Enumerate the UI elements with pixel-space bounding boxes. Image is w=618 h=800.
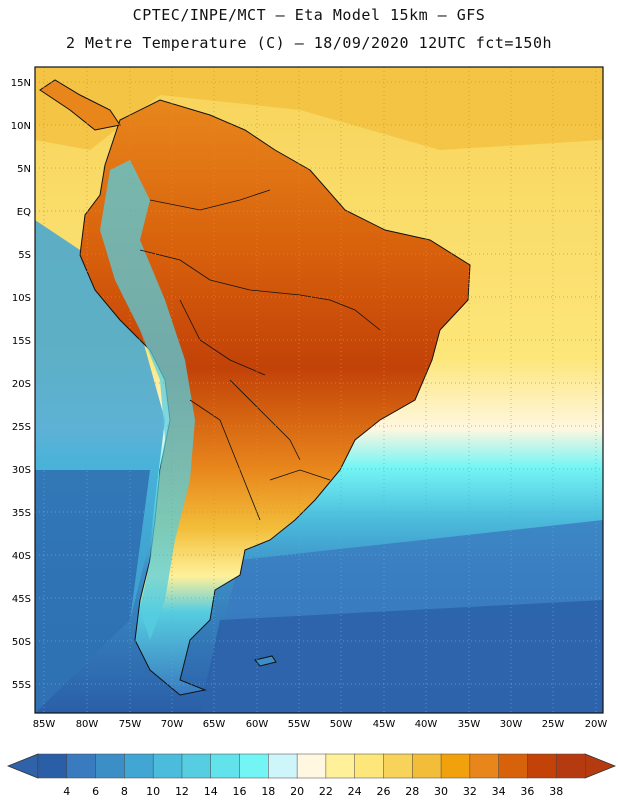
lat-label: 45S xyxy=(12,594,31,605)
lat-label: 40S xyxy=(12,551,31,562)
colorbar-label: 14 xyxy=(204,785,218,798)
lon-label: 25W xyxy=(542,719,565,730)
colorbar-label: 18 xyxy=(261,785,275,798)
latitude-axis: 15N 10N 5N EQ 5S 10S 15S 20S 25S 30S 35S… xyxy=(11,78,31,691)
map-border xyxy=(34,66,604,714)
graticule xyxy=(35,67,603,713)
colorbar-swatch xyxy=(498,753,528,779)
colorbar-swatch xyxy=(440,753,471,779)
lon-label: 20W xyxy=(585,719,608,730)
colorbar-label: 34 xyxy=(492,785,506,798)
colorbar-label: 12 xyxy=(175,785,189,798)
lat-label: 30S xyxy=(12,465,31,476)
colorbar-swatch xyxy=(37,753,68,779)
longitude-axis: 85W 80W 75W 70W 65W 60W 55W 50W 45W 40W … xyxy=(33,719,608,730)
lat-label: 25S xyxy=(12,422,31,433)
colorbar-swatch xyxy=(412,753,442,779)
colorbar-swatch xyxy=(469,753,500,779)
lon-label: 45W xyxy=(373,719,396,730)
lat-label: 35S xyxy=(12,508,31,519)
country-borders xyxy=(139,189,381,521)
colorbar-swatch xyxy=(210,753,241,779)
colorbar-arrow-right xyxy=(584,753,617,779)
lon-label: 75W xyxy=(119,719,142,730)
colorbar-swatch xyxy=(268,753,298,779)
colorbar-label: 36 xyxy=(520,785,534,798)
lat-label: EQ xyxy=(17,207,31,218)
colorbar-label: 22 xyxy=(319,785,333,798)
colorbar-label: 30 xyxy=(434,785,448,798)
colorbar-label: 38 xyxy=(549,785,563,798)
map-title-line1: CPTEC/INPE/MCT — Eta Model 15km — GFS xyxy=(132,6,486,24)
lat-label: 15N xyxy=(11,78,31,89)
lon-label: 55W xyxy=(288,719,311,730)
colorbar-swatch xyxy=(296,753,327,779)
lon-label: 50W xyxy=(330,719,353,730)
colorbar-label: 6 xyxy=(92,785,99,798)
lat-label: 15S xyxy=(12,336,31,347)
colorbar-label: 8 xyxy=(121,785,128,798)
colorbar-label: 28 xyxy=(405,785,419,798)
lon-label: 80W xyxy=(76,719,99,730)
colorbar-swatch xyxy=(66,753,97,779)
colorbar-swatch xyxy=(383,753,413,779)
colorbar-label: 4 xyxy=(63,785,70,798)
lat-label: 50S xyxy=(12,637,31,648)
colorbar-label: 16 xyxy=(233,785,247,798)
colorbar-label: 26 xyxy=(376,785,390,798)
lat-label: 20S xyxy=(12,379,31,390)
lon-label: 40W xyxy=(415,719,438,730)
lon-label: 60W xyxy=(246,719,269,730)
colorbar-swatch xyxy=(152,753,183,779)
temperature-map: 15N 10N 5N EQ 5S 10S 15S 20S 25S 30S 35S… xyxy=(11,66,608,730)
lon-label: 65W xyxy=(203,719,226,730)
lat-label: 10N xyxy=(11,121,31,132)
colorbar-swatch xyxy=(527,753,557,779)
colorbar-swatch xyxy=(325,753,356,779)
colorbar-swatch xyxy=(181,753,212,779)
colorbar-swatch xyxy=(124,753,154,779)
colorbar-label: 20 xyxy=(290,785,304,798)
andes-cold-strip xyxy=(100,160,195,640)
colorbar-swatch xyxy=(95,753,125,779)
falkland-islands xyxy=(254,655,277,667)
lat-label: 55S xyxy=(12,680,31,691)
caribbean-warm-field xyxy=(35,67,603,150)
colorbar-swatch xyxy=(239,753,269,779)
map-title-line2: 2 Metre Temperature (C) — 18/09/2020 12U… xyxy=(65,34,553,52)
south-atlantic-colder-field xyxy=(200,600,603,713)
lat-label: 10S xyxy=(12,293,31,304)
lon-label: 30W xyxy=(500,719,523,730)
lon-label: 70W xyxy=(161,719,184,730)
colorbar-label: 32 xyxy=(463,785,477,798)
colorbar-swatches xyxy=(37,753,586,779)
temperature-colorbar: 4 6 8 10 12 14 16 18 20 22 24 26 28 30 32 34 36 38 xyxy=(6,753,617,798)
colorbar-swatch xyxy=(354,753,385,779)
colorbar-label: 24 xyxy=(348,785,362,798)
pacific-cold-field xyxy=(35,470,150,713)
colorbar-label: 10 xyxy=(146,785,160,798)
central-america-landmass xyxy=(39,79,121,131)
lon-label: 35W xyxy=(458,719,481,730)
lon-label: 85W xyxy=(33,719,56,730)
colorbar-labels: 4 6 8 10 12 14 16 18 20 22 24 26 28 30 32 34 36 38 xyxy=(63,785,563,798)
lat-label: 5N xyxy=(17,164,31,175)
colorbar-swatch xyxy=(555,753,586,779)
lat-label: 5S xyxy=(18,250,31,261)
colorbar-arrow-left xyxy=(6,753,39,779)
